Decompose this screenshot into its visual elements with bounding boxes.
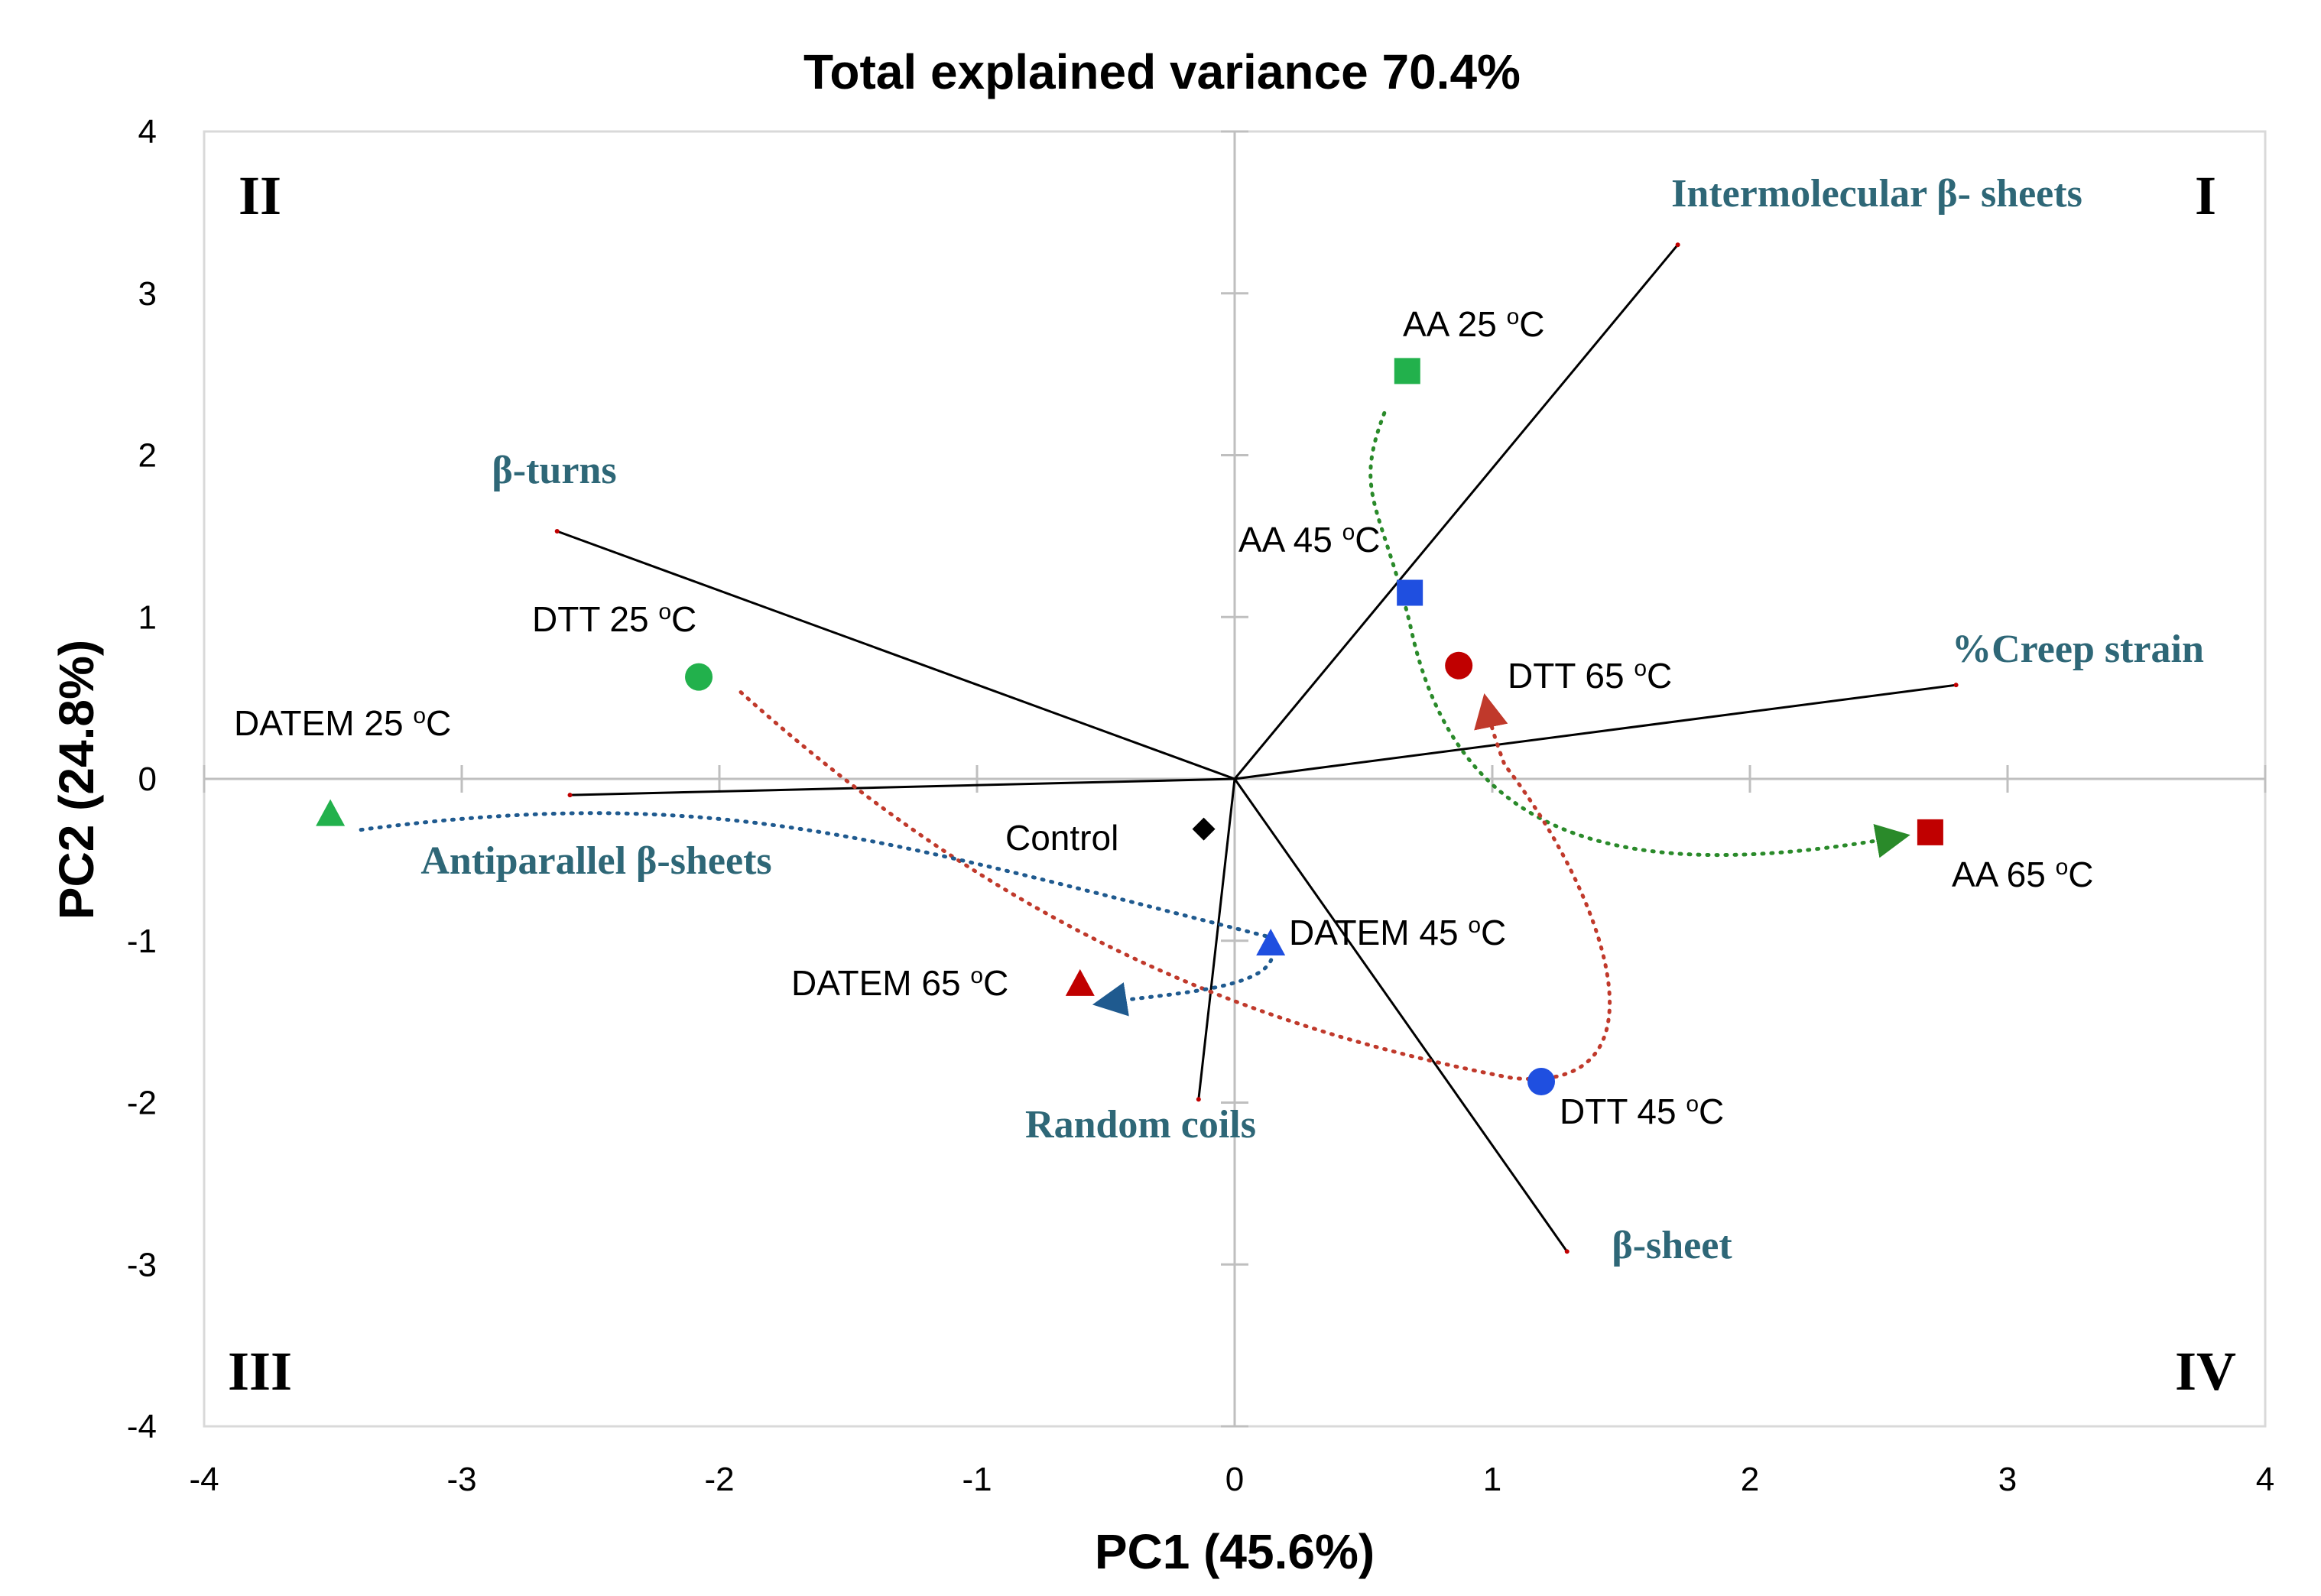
y-tick-label: 1 [138,598,157,636]
loading-vectors: Intermolecular β- sheets β-turns %Creep st… [420,172,2204,1267]
point-control [1192,817,1216,841]
loading-vector-tip [554,529,560,534]
x-tick-label: -3 [446,1461,476,1498]
loading-vector-tip [567,793,573,798]
y-tick-label: 3 [138,275,157,313]
x-tick-label: 2 [1741,1461,1759,1498]
x-tick-label: 1 [1483,1461,1501,1498]
x-tick-label: -1 [962,1461,992,1498]
point-datem-65 [1065,968,1095,996]
point-label-control: Control [1005,818,1118,858]
point-label-dtt-25: DTT 25 oC [532,599,696,639]
loading-vector-creep-strain [1234,683,1956,780]
point-aa-65 [1917,819,1943,845]
x-tick-label: -2 [704,1461,734,1498]
point-label-datem-25: DATEM 25 oC [234,703,451,743]
point-label-datem-45: DATEM 45 oC [1289,913,1506,952]
loading-label-creep-strain: %Creep strain [1952,628,2204,671]
point-datem-25 [316,799,346,826]
point-dtt-45 [1527,1067,1556,1095]
loading-label-random-coils: Random coils [1025,1103,1256,1147]
point-label-aa-65: AA 65 oC [1952,855,2093,894]
point-label-dtt-45: DTT 45 oC [1560,1092,1724,1131]
score-points [316,358,1943,1095]
point-datem-45 [1256,928,1286,955]
y-tick-label: -1 [127,923,157,960]
loading-label-sheet: β-sheet [1612,1224,1732,1267]
quadrant-label-III: III [228,1341,292,1402]
x-tick-label: -4 [189,1461,219,1498]
point-label-aa-45: AA 45 oC [1238,520,1380,560]
trajectory-datem [359,811,1275,1017]
loading-vector-turns [557,530,1235,780]
y-tick-label: -4 [127,1408,157,1445]
loading-label-antiparallel-sheets: Antiparallel β-sheets [420,839,771,883]
quadrant-label-II: II [239,165,281,226]
x-tick-label: 3 [1998,1461,2017,1498]
score-point-labels: AA 25 oC AA 45 oC AA 65 oC DTT 25 oC DTT 45 … [234,304,2093,1131]
quadrant-label-IV: IV [2175,1341,2236,1402]
tick-labels: -4 -3 -2 -1 0 1 2 3 4 -4 -3 -2 -1 0 1 2 3 4 [127,113,2274,1498]
trajectory-paths [359,410,1910,1082]
point-dtt-25 [685,663,713,691]
point-aa-45 [1397,579,1423,606]
point-label-datem-65: DATEM 65 oC [791,963,1008,1003]
loading-vector-sheet [1233,778,1568,1253]
loading-vector-random-coils [1197,778,1236,1100]
y-tick-label: 0 [138,761,157,798]
loading-vector-tip [1564,1249,1570,1254]
point-label-aa-25: AA 25 oC [1403,304,1544,344]
quadrant-label-I: I [2195,165,2216,226]
trajectory-dtt [738,690,1612,1082]
x-axis-title: PC1 (45.6%) [1095,1524,1375,1579]
chart-title: Total explained variance 70.4% [803,44,1521,99]
y-tick-label: -3 [127,1246,157,1283]
loading-vector-tip [1196,1097,1201,1102]
loading-vector-tip [1953,683,1959,688]
point-aa-25 [1394,358,1420,384]
x-tick-label: 4 [2256,1461,2274,1498]
loading-vector-antiparallel-sheets [570,777,1235,796]
y-tick-label: -2 [127,1085,157,1122]
point-label-dtt-65: DTT 65 oC [1508,656,1672,696]
loading-label-intermolecular-sheets: Intermolecular β- sheets [1671,172,2082,216]
loading-vector-intermolecular-sheets [1233,244,1679,780]
x-tick-label: 0 [1225,1461,1244,1498]
y-axis-title: PC2 (24.8%) [49,640,104,920]
loading-vector-tip [1675,242,1680,248]
trajectory-aa [1368,410,1910,858]
point-dtt-65 [1445,651,1473,680]
loading-label-turns: β-turns [492,449,616,492]
y-tick-label: 4 [138,113,157,151]
y-tick-label: 2 [138,437,157,475]
